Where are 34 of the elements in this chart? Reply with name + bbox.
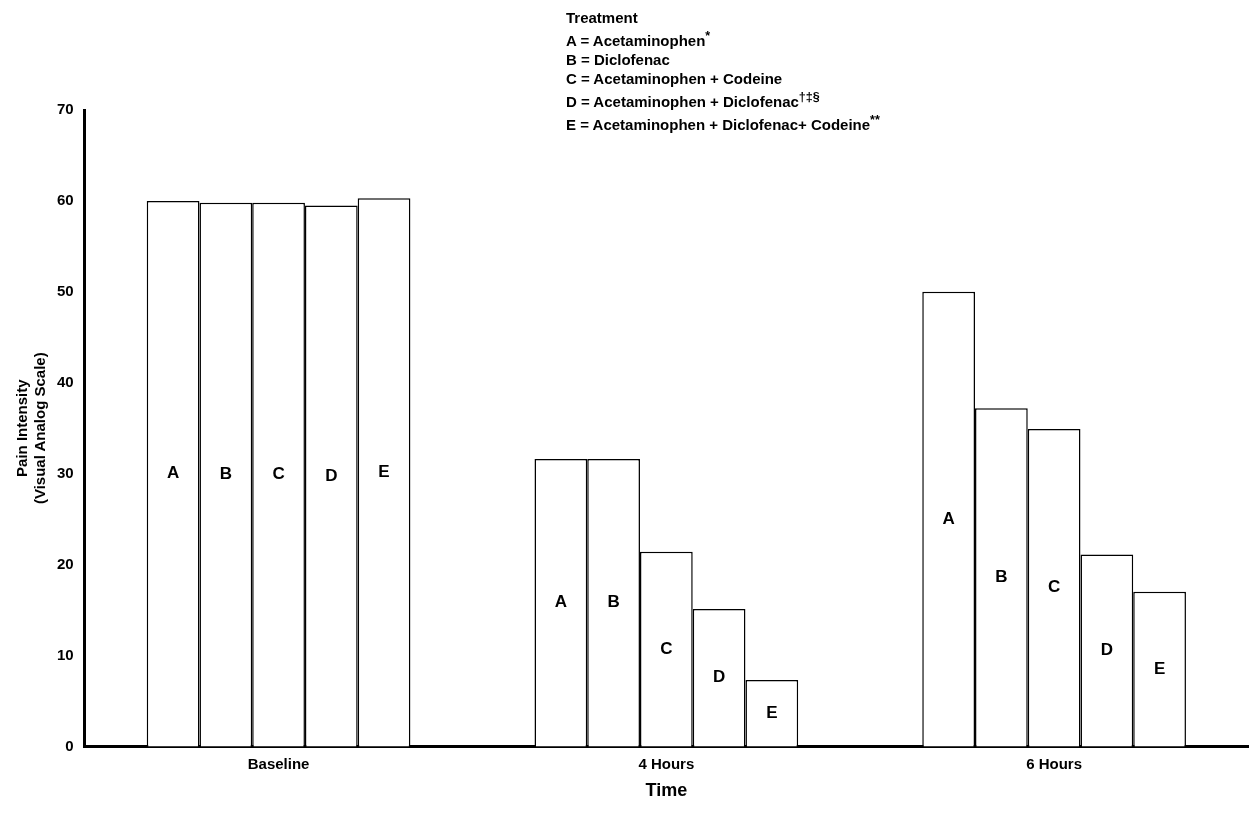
text: E [1153, 658, 1166, 678]
text: A [942, 508, 955, 528]
y-tick-label: 0 [65, 736, 74, 754]
annotation: D = Acetaminophen + Diclofenac$^{†‡§}$ [566, 89, 821, 111]
legend-title: Treatment [566, 8, 639, 27]
text: E [378, 461, 390, 481]
x-tick-label: 6 Hours [1026, 754, 1083, 772]
series-label: D [325, 465, 338, 485]
series-label: B [219, 464, 232, 484]
y-tick-label: 10 [57, 645, 74, 663]
y-tick-label: 20 [57, 554, 74, 572]
series-label: E [766, 702, 778, 722]
text: C [660, 638, 673, 658]
y-tick-label: 60 [57, 191, 74, 209]
text: C [272, 464, 285, 484]
series-label: C [1047, 577, 1061, 597]
text: A [554, 592, 568, 612]
x-axis-title: Time [645, 780, 688, 801]
annotation: E = Acetaminophen + Diclofenac+ Codeine$^{**}$ [566, 112, 880, 134]
text: B [995, 566, 1008, 586]
x-tick-label: Baseline [247, 754, 310, 772]
text: D [712, 667, 726, 687]
x-tick-label: 4 Hours [638, 754, 695, 772]
text: A = Acetaminophen$^{*}$ [566, 28, 712, 50]
text: C = Acetaminophen + Codeine [566, 69, 784, 88]
text: B [607, 592, 620, 612]
text: D [1100, 640, 1113, 660]
y-axis-title: Pain Intensity (Visual Analog Scale) [13, 352, 49, 505]
series-label: A [166, 463, 180, 483]
text: B = Diclofenac [566, 50, 671, 69]
y-tick-label: 70 [57, 100, 74, 118]
y-tick-label: 50 [57, 281, 74, 299]
y-tick-label: 30 [57, 463, 74, 481]
y-tick-label: 40 [57, 372, 74, 390]
